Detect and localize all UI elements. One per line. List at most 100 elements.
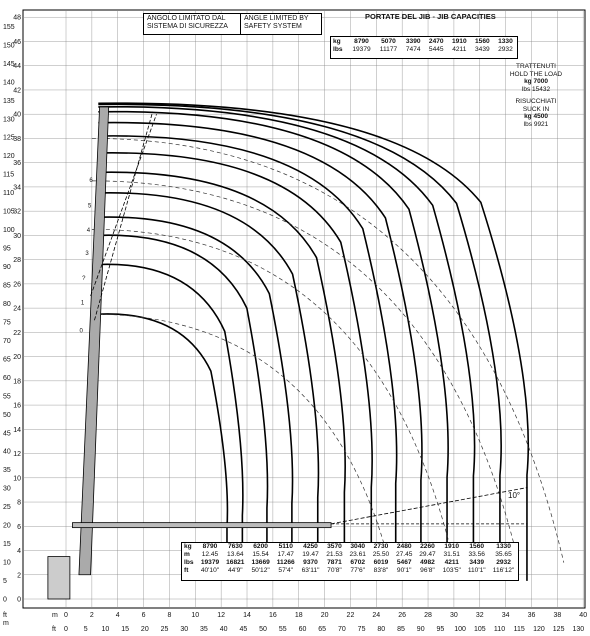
x-m-tick: 22: [347, 612, 355, 619]
load-curve: [98, 110, 449, 581]
y-ft-tick: 55: [3, 393, 11, 400]
bt-lbs-value: 4982: [420, 559, 435, 566]
x-ft-tick: 65: [318, 626, 326, 633]
envelope-arc: [91, 228, 455, 563]
y-m-tick: 8: [17, 500, 21, 507]
y-m-tick: 26: [13, 281, 21, 288]
x-m-unit: m: [52, 612, 58, 619]
y-m-tick: 28: [13, 257, 21, 264]
boom-section-label: 6: [89, 178, 93, 184]
jib-lbs-value: 19379: [352, 46, 371, 53]
bt-ft-value: 116'12": [492, 567, 515, 574]
load-curve: [98, 171, 346, 581]
x-ft-tick: 110: [494, 626, 505, 633]
x-m-tick: 14: [243, 612, 251, 619]
jib-raised-2: [94, 111, 154, 321]
bt-kg-value: 1330: [496, 543, 511, 550]
y-m-tick: 22: [13, 330, 21, 337]
bt-m-value: 23.61: [349, 551, 366, 558]
y-ft-tick: 70: [3, 338, 11, 345]
y-ft-tick: 50: [3, 412, 11, 419]
y-m-tick: 46: [13, 39, 21, 46]
x-m-tick: 32: [476, 612, 484, 619]
y-m-tick: 42: [13, 87, 21, 94]
jib-lbs-value: 4211: [452, 46, 467, 53]
boom-section-label: 0: [80, 328, 84, 334]
bt-ft-value: 70'8": [327, 567, 342, 574]
limit-it-line2: SISTEMA DI SICUREZZA: [147, 23, 228, 30]
y-ft-tick: 135: [3, 98, 15, 105]
y-ft-tick: 0: [3, 597, 7, 604]
jib-lbs-value: 7474: [405, 46, 421, 53]
bt-lbs-value: 19379: [200, 559, 220, 566]
bt-m-value: 19.47: [302, 551, 319, 558]
x-ft-tick: 75: [358, 626, 366, 633]
y-ft-tick: 10: [3, 560, 11, 567]
jib-kg-value: 2470: [428, 38, 444, 45]
envelope-arcs: [91, 138, 565, 563]
jib-kg-unit: kg: [333, 38, 341, 45]
bt-ft-unit: ft: [184, 567, 189, 574]
bt-ft-row: ft 40'10" 44'9" 50'12" 57'4" 63'11" 70'8" 77'6"…: [182, 567, 518, 575]
x-m-tick: 26: [398, 612, 406, 619]
jib-kg-row: kg 8790 5070 3390 2470 1910 1560 1330: [331, 38, 517, 46]
x-m-tick: 18: [295, 612, 303, 619]
load-curve: [98, 216, 294, 581]
x-ft-tick: 90: [417, 626, 425, 633]
load-curve: [98, 135, 398, 581]
y-m-tick: 24: [13, 306, 21, 313]
limit-box-en: ANGLE LIMITED BY SAFETY SYSTEM: [240, 13, 322, 35]
y-m-tick: 32: [13, 209, 21, 216]
y-ft-tick: 95: [3, 246, 11, 253]
jib-lbs-row: lbs 19379 11177 7474 5445 4211 3439 2932: [331, 46, 517, 54]
x-ft-tick: 0: [64, 626, 68, 633]
x-ft-tick: 60: [299, 626, 307, 633]
y-ft-tick: 20: [3, 523, 11, 530]
x-ft-tick: 30: [180, 626, 188, 633]
y-ft-tick: 5: [3, 578, 7, 585]
jib-kg-value: 1910: [451, 38, 467, 45]
y-ft-tick: 105: [3, 209, 15, 216]
bt-lbs-value: 9370: [303, 559, 318, 566]
bt-m-value: 21.53: [326, 551, 343, 558]
bt-ft-value: 44'9": [227, 567, 243, 574]
jib-kg-value: 8790: [354, 38, 369, 45]
y-m-tick: 40: [13, 112, 21, 119]
bt-kg-value: 3570: [327, 543, 342, 550]
y-ft-tick: 30: [3, 486, 11, 493]
x-ft-tick: 5: [84, 626, 88, 633]
y-ft-unit: ft: [3, 612, 7, 619]
x-ft-tick: 120: [533, 626, 545, 633]
hold-lbs-unit: lbs: [521, 85, 531, 93]
jib-kg-value: 3390: [405, 38, 421, 45]
y-m-tick: 2: [17, 572, 21, 579]
y-m-tick: 10: [13, 475, 21, 482]
y-m-tick: 34: [13, 184, 21, 191]
y-m-tick: 14: [13, 427, 21, 434]
bottom-table: kg 8790 7630 6200 5110 4250 3570 3040 2730 2480 22…: [181, 542, 519, 581]
y-m-tick: 36: [13, 160, 21, 167]
bt-ft-value: 103'5": [442, 567, 461, 574]
y-ft-tick: 25: [3, 504, 11, 511]
jib-table: kg 8790 5070 3390 2470 1910 1560 1330 lbs 19379 1…: [330, 36, 518, 59]
hold-kg-unit: kg: [524, 78, 532, 85]
suck-lbs-unit: lbs: [523, 120, 533, 128]
jib-kg-value: 5070: [381, 38, 396, 45]
boom-section-label: ?: [82, 276, 86, 282]
bt-lbs-value: 7871: [327, 559, 342, 566]
bt-lbs-unit: lbs: [184, 559, 194, 566]
x-ft-tick: 35: [200, 626, 208, 633]
bt-m-value: 35.65: [495, 551, 512, 558]
x-m-tick: 40: [579, 612, 587, 619]
y-ft-tick: 100: [3, 227, 15, 234]
jib-horizontal: [330, 487, 528, 525]
x-m-tick: 36: [528, 612, 536, 619]
envelope-arc: [91, 313, 390, 563]
x-ft-tick: 55: [279, 626, 287, 633]
load-curve: [98, 103, 502, 581]
x-m-tick: 8: [167, 612, 171, 619]
bt-ft-value: 96'8": [420, 567, 435, 574]
y-ft-tick: 155: [3, 24, 15, 31]
boom-horizontal: [72, 522, 332, 529]
